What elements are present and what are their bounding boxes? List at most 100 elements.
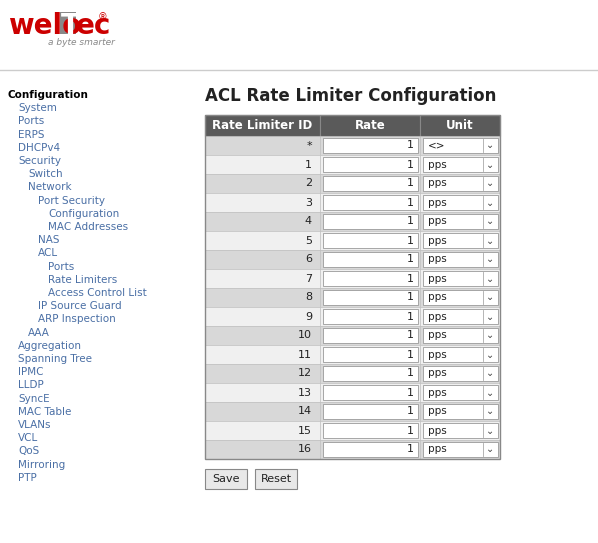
FancyBboxPatch shape bbox=[323, 442, 418, 457]
Text: 1: 1 bbox=[407, 388, 414, 397]
Text: <>: <> bbox=[428, 141, 446, 150]
Text: pps: pps bbox=[428, 369, 447, 378]
Text: pps: pps bbox=[428, 445, 447, 454]
FancyBboxPatch shape bbox=[423, 423, 498, 438]
Text: ⌄: ⌄ bbox=[486, 293, 494, 302]
FancyBboxPatch shape bbox=[323, 271, 418, 286]
FancyBboxPatch shape bbox=[320, 250, 420, 269]
Text: 1: 1 bbox=[407, 350, 414, 359]
FancyBboxPatch shape bbox=[205, 250, 320, 269]
FancyBboxPatch shape bbox=[323, 328, 418, 343]
FancyBboxPatch shape bbox=[420, 231, 500, 250]
Text: pps: pps bbox=[428, 179, 447, 188]
FancyBboxPatch shape bbox=[323, 176, 418, 191]
Text: Spanning Tree: Spanning Tree bbox=[18, 354, 92, 364]
Text: ERPS: ERPS bbox=[18, 130, 44, 140]
Text: MAC Addresses: MAC Addresses bbox=[48, 222, 128, 232]
FancyBboxPatch shape bbox=[60, 12, 76, 34]
FancyBboxPatch shape bbox=[323, 309, 418, 324]
FancyBboxPatch shape bbox=[420, 136, 500, 155]
FancyBboxPatch shape bbox=[320, 345, 420, 364]
Text: ⌄: ⌄ bbox=[486, 312, 494, 321]
FancyBboxPatch shape bbox=[205, 115, 320, 136]
Text: ⌄: ⌄ bbox=[486, 217, 494, 226]
FancyBboxPatch shape bbox=[420, 421, 500, 440]
FancyBboxPatch shape bbox=[205, 440, 320, 459]
Text: 10: 10 bbox=[298, 331, 312, 340]
FancyBboxPatch shape bbox=[205, 469, 247, 489]
FancyBboxPatch shape bbox=[320, 155, 420, 174]
FancyBboxPatch shape bbox=[423, 157, 498, 172]
FancyBboxPatch shape bbox=[323, 366, 418, 381]
FancyBboxPatch shape bbox=[420, 402, 500, 421]
Text: ⌄: ⌄ bbox=[486, 179, 494, 188]
Text: PTP: PTP bbox=[18, 473, 36, 483]
Text: 1: 1 bbox=[407, 217, 414, 226]
Text: Security: Security bbox=[18, 156, 61, 166]
Text: ⌄: ⌄ bbox=[486, 407, 494, 416]
Text: pps: pps bbox=[428, 160, 447, 169]
Text: pps: pps bbox=[428, 293, 447, 302]
FancyBboxPatch shape bbox=[420, 364, 500, 383]
FancyBboxPatch shape bbox=[320, 326, 420, 345]
FancyBboxPatch shape bbox=[323, 252, 418, 267]
Text: Configuration: Configuration bbox=[8, 90, 89, 100]
Text: ⌄: ⌄ bbox=[486, 160, 494, 169]
FancyBboxPatch shape bbox=[420, 174, 500, 193]
Text: pps: pps bbox=[428, 274, 447, 283]
FancyBboxPatch shape bbox=[420, 269, 500, 288]
Text: pps: pps bbox=[428, 426, 447, 435]
Text: 1: 1 bbox=[407, 293, 414, 302]
FancyBboxPatch shape bbox=[420, 155, 500, 174]
Text: Rate Limiter ID: Rate Limiter ID bbox=[212, 119, 313, 132]
Text: DHCPv4: DHCPv4 bbox=[18, 143, 60, 153]
FancyBboxPatch shape bbox=[423, 271, 498, 286]
Text: 1: 1 bbox=[407, 179, 414, 188]
FancyBboxPatch shape bbox=[423, 176, 498, 191]
Text: AAA: AAA bbox=[28, 327, 50, 338]
FancyBboxPatch shape bbox=[320, 288, 420, 307]
Text: welo: welo bbox=[8, 12, 81, 40]
FancyBboxPatch shape bbox=[420, 326, 500, 345]
FancyBboxPatch shape bbox=[420, 288, 500, 307]
Text: 1: 1 bbox=[407, 312, 414, 321]
FancyBboxPatch shape bbox=[320, 174, 420, 193]
Text: 3: 3 bbox=[305, 198, 312, 207]
Text: 1: 1 bbox=[407, 160, 414, 169]
Text: Switch: Switch bbox=[28, 169, 63, 179]
FancyBboxPatch shape bbox=[323, 214, 418, 229]
FancyBboxPatch shape bbox=[205, 345, 320, 364]
FancyBboxPatch shape bbox=[320, 402, 420, 421]
FancyBboxPatch shape bbox=[323, 385, 418, 400]
Text: pps: pps bbox=[428, 331, 447, 340]
Text: 2: 2 bbox=[305, 179, 312, 188]
Text: pps: pps bbox=[428, 407, 447, 416]
Text: a byte smarter: a byte smarter bbox=[48, 38, 115, 47]
Text: ⌄: ⌄ bbox=[486, 426, 494, 435]
FancyBboxPatch shape bbox=[320, 307, 420, 326]
FancyBboxPatch shape bbox=[423, 366, 498, 381]
FancyBboxPatch shape bbox=[420, 250, 500, 269]
Text: Aggregation: Aggregation bbox=[18, 341, 82, 351]
FancyBboxPatch shape bbox=[323, 157, 418, 172]
Text: Save: Save bbox=[212, 474, 240, 484]
Text: pps: pps bbox=[428, 312, 447, 321]
FancyBboxPatch shape bbox=[320, 269, 420, 288]
Text: Network: Network bbox=[28, 182, 72, 192]
Text: Unit: Unit bbox=[446, 119, 474, 132]
Text: 1: 1 bbox=[407, 407, 414, 416]
Text: pps: pps bbox=[428, 198, 447, 207]
Text: 4: 4 bbox=[305, 217, 312, 226]
FancyBboxPatch shape bbox=[205, 193, 320, 212]
FancyBboxPatch shape bbox=[320, 383, 420, 402]
Text: IP Source Guard: IP Source Guard bbox=[38, 301, 121, 311]
Text: ⌄: ⌄ bbox=[486, 369, 494, 378]
FancyBboxPatch shape bbox=[205, 421, 320, 440]
FancyBboxPatch shape bbox=[205, 174, 320, 193]
Text: 1: 1 bbox=[407, 236, 414, 245]
FancyBboxPatch shape bbox=[420, 193, 500, 212]
FancyBboxPatch shape bbox=[320, 115, 420, 136]
Text: pps: pps bbox=[428, 236, 447, 245]
Text: 11: 11 bbox=[298, 350, 312, 359]
Text: Port Security: Port Security bbox=[38, 195, 105, 206]
